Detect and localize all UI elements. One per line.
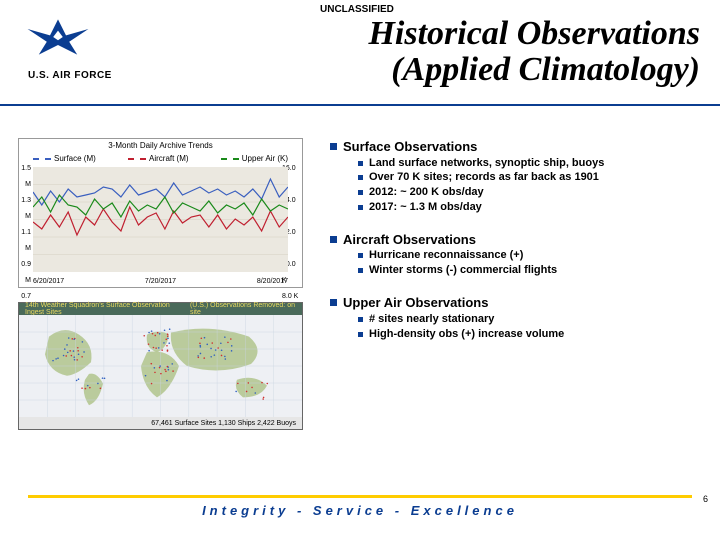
- bullet-icon: [330, 299, 337, 306]
- sub-bullet-icon: [358, 253, 363, 258]
- sub-bullet-text: Over 70 K sites; records as far back as …: [369, 170, 599, 185]
- chart-plot-area: [33, 167, 288, 272]
- title-line-2: (Applied Climatology): [368, 52, 700, 88]
- legend-label: Surface (M): [54, 154, 96, 163]
- sub-bullet-icon: [358, 205, 363, 210]
- bullet-content: Surface ObservationsLand surface network…: [330, 138, 700, 357]
- trends-chart: 3-Month Daily Archive Trends Surface (M)…: [18, 138, 303, 288]
- sub-bullet-text: 2017: ~ 1.3 M obs/day: [369, 200, 482, 215]
- legend-item: Aircraft (M): [128, 154, 189, 163]
- section: Upper Air Observations# sites nearly sta…: [330, 294, 700, 341]
- legend-item: Surface (M): [33, 154, 96, 163]
- sub-bullet: High-density obs (+) increase volume: [358, 327, 700, 342]
- sub-bullet: Over 70 K sites; records as far back as …: [358, 170, 700, 185]
- sub-bullet: 2012: ~ 200 K obs/day: [358, 185, 700, 200]
- map-canvas: [19, 315, 302, 417]
- section-heading: Upper Air Observations: [330, 294, 700, 312]
- section: Surface ObservationsLand surface network…: [330, 138, 700, 215]
- title-rule: [0, 104, 720, 106]
- map-header: 14th Weather Squadron's Surface Observat…: [19, 303, 302, 315]
- sub-bullet-icon: [358, 175, 363, 180]
- legend-label: Aircraft (M): [149, 154, 189, 163]
- sub-bullet-text: Land surface networks, synoptic ship, bu…: [369, 156, 604, 171]
- legend-dash: [128, 158, 146, 160]
- sub-bullet-text: High-density obs (+) increase volume: [369, 327, 564, 342]
- section-heading-text: Upper Air Observations: [343, 294, 488, 312]
- classification-label: UNCLASSIFIED: [320, 4, 394, 15]
- sub-bullet: Winter storms (-) commercial flights: [358, 263, 700, 278]
- org-label: U.S. AIR FORCE: [28, 70, 112, 81]
- section-heading-text: Surface Observations: [343, 138, 477, 156]
- map-header-right: (U.S.) Observations Removed: on site: [190, 302, 296, 316]
- slide: UNCLASSIFIED U.S. AIR FORCE Historical O…: [0, 0, 720, 540]
- surface-sites-map: 14th Weather Squadron's Surface Observat…: [18, 302, 303, 430]
- chart-title: 3-Month Daily Archive Trends: [19, 141, 302, 150]
- sub-bullet-icon: [358, 268, 363, 273]
- page-number: 6: [703, 494, 708, 504]
- legend-dash: [33, 158, 51, 160]
- bullet-icon: [330, 236, 337, 243]
- section-heading-text: Aircraft Observations: [343, 231, 476, 249]
- legend-dash: [221, 158, 239, 160]
- air-force-logo: [18, 12, 98, 67]
- sub-bullet-text: Winter storms (-) commercial flights: [369, 263, 557, 278]
- section-heading: Aircraft Observations: [330, 231, 700, 249]
- sub-bullet-icon: [358, 161, 363, 166]
- motto: Integrity - Service - Excellence: [0, 503, 720, 518]
- motto-rule: [28, 495, 692, 498]
- map-header-left: 14th Weather Squadron's Surface Observat…: [25, 302, 190, 316]
- section: Aircraft ObservationsHurricane reconnais…: [330, 231, 700, 278]
- map-footer-text: 67,461 Surface Sites 1,130 Ships 2,422 B…: [151, 420, 296, 427]
- section-heading: Surface Observations: [330, 138, 700, 156]
- sub-bullet-text: # sites nearly stationary: [369, 312, 494, 327]
- sub-bullet-text: 2012: ~ 200 K obs/day: [369, 185, 484, 200]
- sub-bullet-icon: [358, 317, 363, 322]
- map-footer: 67,461 Surface Sites 1,130 Ships 2,422 B…: [19, 417, 302, 429]
- sub-bullet-text: Hurricane reconnaissance (+): [369, 248, 523, 263]
- sub-bullet-icon: [358, 332, 363, 337]
- chart-legend: Surface (M) Aircraft (M) Upper Air (K): [19, 150, 302, 163]
- bullet-icon: [330, 143, 337, 150]
- title-line-1: Historical Observations: [368, 16, 700, 52]
- legend-item: Upper Air (K): [221, 154, 288, 163]
- slide-title: Historical Observations (Applied Climato…: [368, 16, 700, 87]
- sub-bullet: Land surface networks, synoptic ship, bu…: [358, 156, 700, 171]
- sub-bullet: Hurricane reconnaissance (+): [358, 248, 700, 263]
- sub-bullet: # sites nearly stationary: [358, 312, 700, 327]
- x-axis: 6/20/20177/20/20178/20/2017: [33, 278, 288, 285]
- sub-bullet: 2017: ~ 1.3 M obs/day: [358, 200, 700, 215]
- sub-bullet-icon: [358, 190, 363, 195]
